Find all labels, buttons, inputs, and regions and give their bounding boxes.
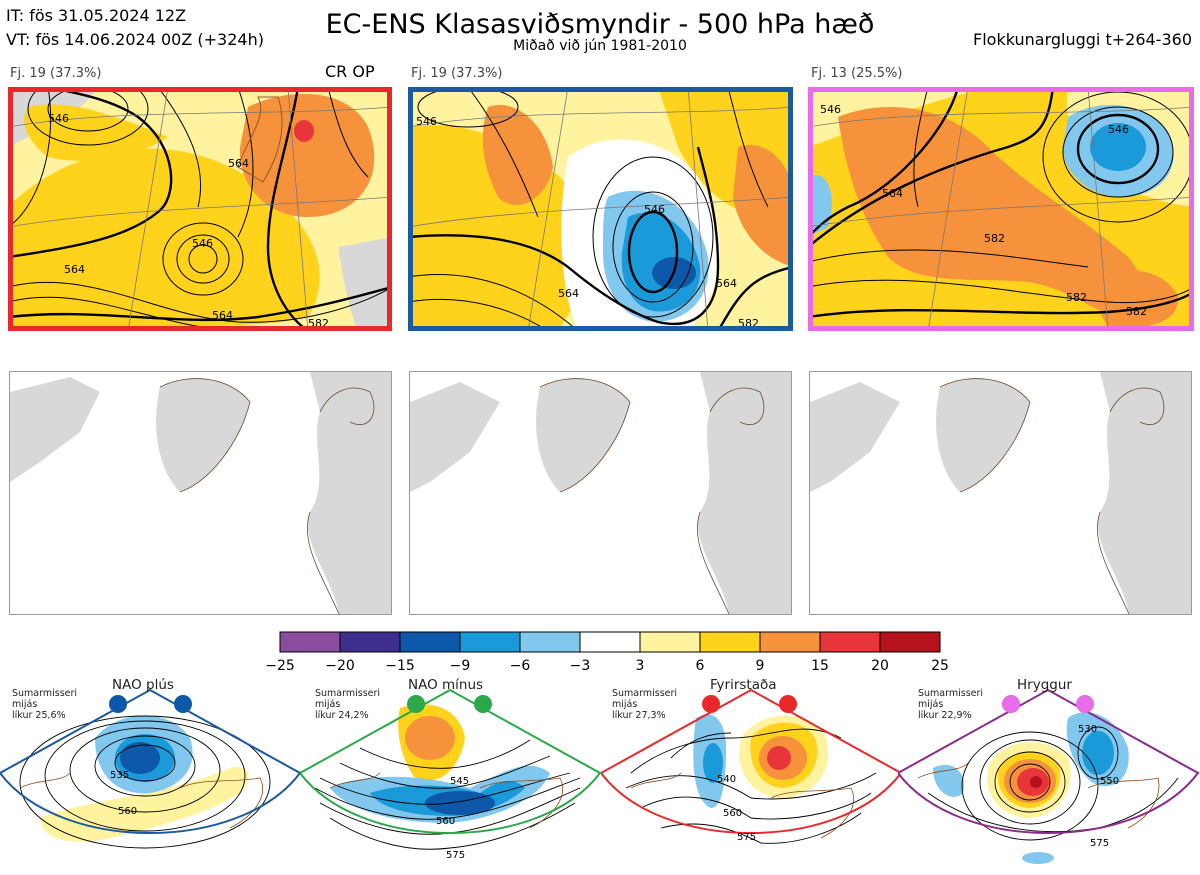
p3-label-582c: 582: [1126, 305, 1147, 318]
colorbar-swatch: [639, 631, 701, 653]
colorbar-swatch: [879, 631, 941, 653]
panel-1-frame: [8, 87, 392, 331]
p1-label-546b: 546: [48, 112, 69, 125]
colorbar-tick-label: 15: [811, 658, 829, 674]
colorbar-tick-label: 20: [871, 658, 889, 674]
panel-1-tag: CR OP: [325, 62, 375, 81]
cluster-map-1: 546 546 564 564 564 582: [8, 87, 392, 331]
regime-prob-nao-minus: Sumarmisseri mijás líkur 24,2%: [315, 688, 381, 721]
colorbar-tick-label: −3: [570, 658, 591, 674]
regime-map-blocking: 540 560 575: [599, 678, 903, 871]
colorbar-tick-label: −15: [385, 658, 415, 674]
colorbar-tick-label: 9: [756, 658, 765, 674]
regime-name-nao-plus: NAO plús: [112, 677, 174, 693]
initial-time-label: IT: fös 31.05.2024 12Z: [6, 6, 187, 25]
regime-prob-ridge: Sumarmisseri mijás líkur 22,9%: [918, 688, 984, 721]
p1-label-564b: 564: [64, 263, 85, 276]
regime-name-ridge: Hryggur: [1017, 677, 1072, 693]
blocking-label-575: 575: [737, 832, 756, 843]
ridge-label-550: 550: [1100, 776, 1119, 787]
colorbar-tick-label: −25: [265, 658, 295, 674]
colorbar-swatch: [399, 631, 461, 653]
colorbar-tick-label: −9: [450, 658, 471, 674]
p2-label-564b: 564: [716, 277, 737, 290]
regime-map-nao-minus: 545 560 575: [298, 678, 602, 871]
p3-label-582b: 582: [1066, 291, 1087, 304]
p3-label-546a: 546: [1108, 123, 1129, 136]
regime-name-blocking: Fyrirstaða: [710, 677, 777, 693]
colorbar-swatch: [699, 631, 761, 653]
blocking-label-560: 560: [723, 808, 742, 819]
regime-prob-blocking: Sumarmisseri mijás líkur 27,3%: [612, 688, 678, 721]
colorbar-tick-label: 6: [696, 658, 705, 674]
window-label: Flokkunargluggi t+264-360: [973, 30, 1192, 49]
colorbar-tick-label: −6: [510, 658, 531, 674]
regime-name-nao-minus: NAO mínus: [408, 677, 484, 693]
regime-prob-nao-plus: Sumarmisseri mijás líkur 25,6%: [12, 688, 78, 721]
colorbar-swatch: [579, 631, 641, 653]
p1-label-546a: 546: [192, 237, 213, 250]
cluster-map-3: 546 546 564 582 582 582: [808, 87, 1194, 331]
empty-map-1: [9, 371, 392, 615]
chart-subtitle: Miðað við jún 1981-2010: [513, 38, 687, 54]
ridge-label-530: 530: [1078, 724, 1097, 735]
colorbar-swatch: [519, 631, 581, 653]
colorbar-tick-label: −20: [325, 658, 355, 674]
cluster-map-2: 546 546 564 564 582: [408, 87, 793, 331]
nao-minus-label-545: 545: [450, 776, 469, 787]
nao-minus-label-575: 575: [446, 850, 465, 861]
colorbar: −25 −20 −15 −9 −6 −3 3 6 9 15 20 25: [265, 631, 949, 674]
nao-minus-label-560: 560: [436, 816, 455, 827]
p2-label-564a: 564: [558, 287, 579, 300]
colorbar-swatch: [339, 631, 401, 653]
p3-label-546b: 546: [820, 103, 841, 116]
p1-label-564c: 564: [212, 309, 233, 322]
empty-map-2: [409, 371, 792, 615]
panel-2-count-label: Fj. 19 (37.3%): [411, 66, 503, 81]
panel-3-frame: [808, 87, 1194, 331]
valid-time-label: VT: fös 14.06.2024 00Z (+324h): [6, 30, 264, 49]
colorbar-tick-label: 3: [636, 658, 645, 674]
p1-label-564a: 564: [228, 157, 249, 170]
panel-2-frame: [408, 87, 793, 331]
regime-map-ridge: 530 550 575: [896, 678, 1200, 871]
panel-1-count-label: Fj. 19 (37.3%): [10, 66, 102, 81]
p3-label-582a: 582: [984, 232, 1005, 245]
p2-label-546a: 546: [644, 203, 665, 216]
p3-label-564: 564: [882, 187, 903, 200]
colorbar-swatch: [459, 631, 521, 653]
colorbar-swatch: [279, 631, 341, 653]
blocking-label-540: 540: [717, 774, 736, 785]
colorbar-tick-label: 25: [931, 658, 949, 674]
nao-plus-label-560: 560: [118, 806, 137, 817]
panel-3-count-label: Fj. 13 (25.5%): [811, 66, 903, 81]
p2-label-546b: 546: [416, 115, 437, 128]
colorbar-swatch: [819, 631, 881, 653]
empty-map-3: [809, 371, 1192, 615]
colorbar-swatch: [759, 631, 821, 653]
chart-title: EC-ENS Klasasviðsmyndir - 500 hPa hæð: [325, 9, 875, 40]
ridge-label-575: 575: [1090, 838, 1109, 849]
nao-plus-label-535: 535: [110, 770, 129, 781]
regime-map-nao-plus: 535 560: [0, 678, 302, 871]
